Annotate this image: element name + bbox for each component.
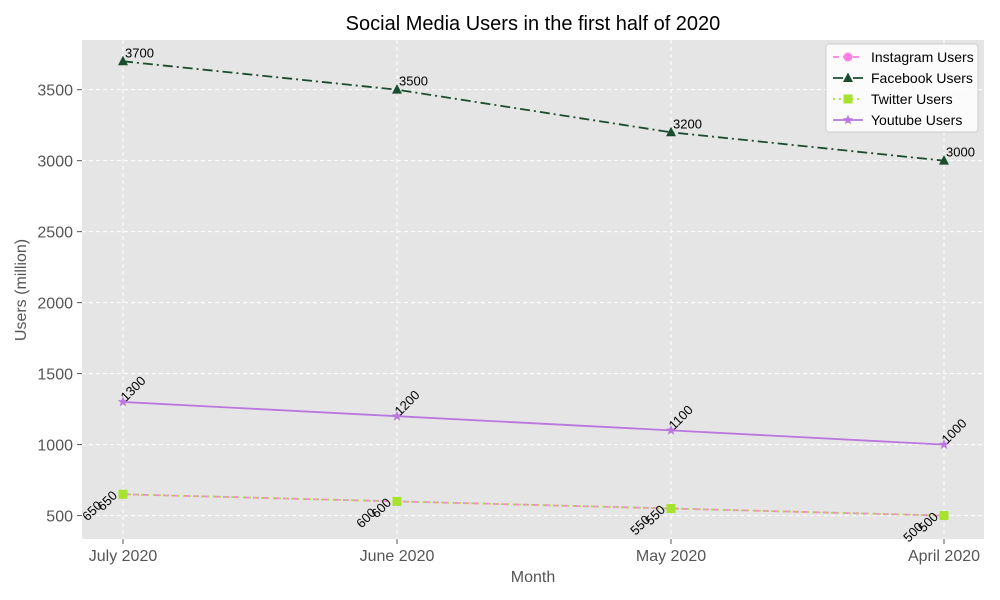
- data-point: [938, 439, 950, 449]
- series-line: [122, 401, 945, 446]
- data-point: [391, 410, 403, 421]
- x-axis-label: Month: [511, 569, 555, 586]
- chart-title: Social Media Users in the first half of …: [346, 13, 721, 35]
- series-twitter-users: [118, 489, 949, 521]
- legend: Instagram Users Facebook Users Twitter Use…: [825, 43, 979, 133]
- legend-marker: [842, 114, 854, 125]
- y-tick-label: 1500: [37, 367, 73, 384]
- data-point: [665, 424, 677, 435]
- legend-item: Instagram Users: [833, 49, 974, 65]
- legend-label: Twitter Users: [871, 91, 953, 107]
- y-axis-label: Users (million): [13, 239, 30, 341]
- legend-label: Instagram Users: [871, 49, 974, 65]
- legend-item: Twitter Users: [833, 91, 953, 107]
- data-label: 3700: [125, 45, 154, 60]
- data-point: [939, 511, 949, 521]
- y-tick-label: 3500: [37, 83, 73, 100]
- data-point: [118, 489, 128, 499]
- data-point: [939, 155, 949, 165]
- series-line: [122, 60, 945, 162]
- y-tick-label: 3000: [37, 154, 73, 171]
- data-point: [666, 503, 676, 513]
- legend-marker: [843, 94, 853, 104]
- data-point: [117, 396, 129, 407]
- y-tick-label: 2500: [37, 225, 73, 242]
- legend-label: Youtube Users: [871, 112, 962, 128]
- y-tick-label: 500: [46, 509, 73, 526]
- x-tick-label: June 2020: [360, 548, 435, 565]
- data-point: [392, 84, 402, 94]
- series-facebook-users: [118, 55, 949, 165]
- series-line: [122, 493, 945, 517]
- x-tick-label: July 2020: [89, 548, 158, 565]
- legend-item: Facebook Users: [833, 70, 973, 86]
- x-tick-label: May 2020: [636, 548, 706, 565]
- x-tick-label: April 2020: [908, 548, 980, 565]
- data-label: 3500: [399, 74, 428, 89]
- series-group: [117, 55, 950, 521]
- y-axis-ticks: 500 1000 1500 2000 2500 3000 3500: [37, 83, 82, 526]
- data-point: [392, 496, 402, 506]
- legend-marker: [843, 52, 853, 62]
- data-point: [666, 126, 676, 137]
- legend-marker: [843, 72, 853, 82]
- legend-label: Facebook Users: [871, 70, 973, 86]
- series-youtube-users: [117, 396, 950, 449]
- y-tick-label: 1000: [37, 438, 73, 455]
- y-tick-label: 2000: [37, 296, 73, 313]
- legend-box: [825, 43, 979, 133]
- data-point: [118, 55, 128, 66]
- x-axis-ticks: July 2020 June 2020 May 2020 April 2020: [89, 539, 980, 565]
- data-label: 3000: [946, 145, 975, 160]
- legend-item: Youtube Users: [833, 112, 962, 128]
- data-label: 3200: [673, 116, 702, 131]
